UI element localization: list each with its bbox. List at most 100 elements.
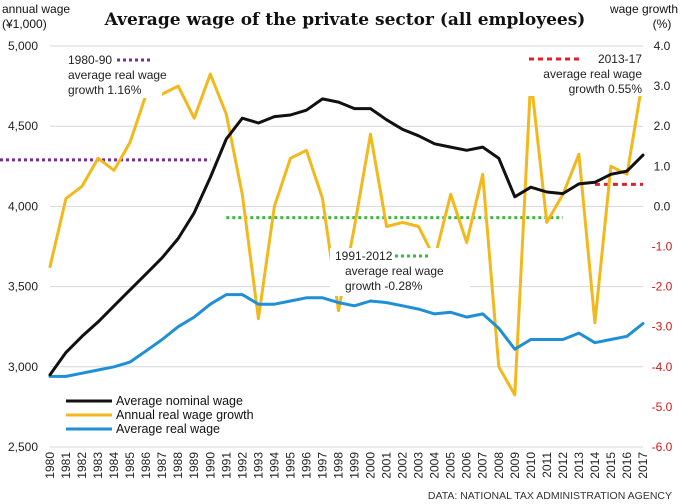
left-tick-label: 5,000	[8, 39, 38, 53]
left-tick-label: 3,500	[8, 280, 38, 294]
series-real-wage-growth-point	[577, 153, 581, 156]
x-tick-label: 1991	[219, 452, 233, 479]
series-real-wage-point	[160, 338, 164, 341]
series-real-wage-point	[609, 338, 613, 341]
x-tick-label: 1980	[43, 452, 57, 479]
right-axis-unit: (%)	[653, 17, 672, 31]
series-nominal-wage-point	[577, 182, 581, 186]
x-tick-label: 2017	[636, 452, 650, 479]
series-real-wage-point	[465, 315, 468, 319]
annotation-1991-2012-desc: average real wage	[345, 264, 444, 278]
source-note: DATA: NATIONAL TAX ADMINISTRATION AGENCY	[428, 490, 672, 502]
series-real-wage-point	[641, 322, 645, 325]
x-tick-label: 2016	[620, 452, 634, 479]
left-axis-title: annual wage	[2, 2, 70, 16]
right-tick-label: -5.0	[652, 400, 673, 414]
x-tick-label: 1988	[171, 452, 185, 479]
x-tick-label: 2005	[444, 452, 458, 479]
series-real-wage-point	[577, 331, 581, 335]
series-real-wage-point	[481, 312, 484, 316]
series-nominal-wage-point	[128, 288, 132, 292]
right-tick-label: 3.0	[654, 79, 671, 93]
series-real-wage-point	[305, 296, 308, 300]
annotation-2013-17-value: growth 0.55%	[569, 82, 643, 96]
x-tick-label: 1989	[187, 452, 201, 479]
series-real-wage-growth-point	[545, 221, 549, 224]
right-tick-label: 1.0	[654, 159, 671, 173]
right-tick-label: -2.0	[652, 280, 673, 294]
annotation-1991-2012: 1991-2012 average real wage growth -0.28…	[330, 248, 470, 296]
x-axis-ticks: 1980 1981 1982 1983 1984 1985 1986 1987 1988 1989…	[43, 452, 650, 479]
series-real-wage-point	[225, 293, 228, 296]
series-real-wage-growth-point	[48, 265, 52, 268]
legend-label-growth: Annual real wage growth	[116, 408, 254, 422]
annotation-1980-90-desc: average real wage	[68, 68, 167, 82]
series-nominal-wage-point	[545, 190, 549, 194]
series-real-wage-point	[80, 372, 84, 375]
legend: Average nominal wage Annual real wage gr…	[60, 390, 280, 440]
series-real-wage-point	[257, 303, 260, 306]
series-real-wage-growth-point	[80, 185, 84, 188]
series-nominal-wage-point	[177, 237, 180, 240]
series-real-wage-growth-point	[273, 205, 276, 208]
series-real-wage-line	[48, 293, 645, 378]
annotation-1980-90-period: 1980-90	[68, 53, 112, 67]
x-tick-label: 1999	[348, 452, 362, 479]
series-real-wage-growth-point	[305, 149, 308, 152]
series-real-wage-point	[321, 296, 324, 300]
series-nominal-wage-point	[417, 134, 420, 138]
series-nominal-wage-point	[401, 128, 404, 131]
series-nominal-wage-point	[625, 169, 629, 173]
series-nominal-wage-point	[561, 192, 565, 195]
series-real-wage-growth-point	[225, 112, 228, 116]
series-real-wage-growth-point	[289, 157, 292, 160]
series-nominal-wage-point	[353, 107, 356, 110]
x-tick-label: 1981	[59, 452, 73, 479]
series-nominal-wage-line	[48, 97, 645, 377]
series-real-wage-point	[337, 301, 340, 304]
x-tick-label: 2010	[524, 452, 538, 479]
series-real-wage-point	[385, 301, 388, 304]
series-real-wage-point	[128, 360, 132, 364]
series-real-wage-point	[369, 299, 372, 303]
series-real-wage-point	[241, 293, 244, 296]
series-real-wage-point	[625, 335, 629, 338]
left-tick-label: 3,000	[8, 360, 38, 374]
series-nominal-wage-point	[48, 373, 52, 377]
series-real-wage-point	[497, 327, 500, 330]
series-nominal-wage-point	[513, 195, 516, 198]
series-real-wage-growth-point	[257, 317, 260, 320]
series-real-wage-growth-point	[241, 193, 244, 196]
series-nominal-wage-point	[369, 107, 372, 110]
series-real-wage-growth-point	[401, 221, 404, 224]
annotation-2013-17-desc: average real wage	[543, 67, 642, 81]
series-nominal-wage-point	[209, 176, 212, 179]
x-tick-label: 1985	[123, 452, 137, 479]
x-tick-label: 2009	[508, 452, 522, 479]
annotation-2013-17: 2013-17 average real wage growth 0.55%	[524, 50, 648, 96]
series-real-wage-growth-point	[193, 116, 196, 120]
x-tick-label: 1995	[283, 452, 297, 479]
series-nominal-wage-point	[481, 145, 484, 149]
right-tick-label: -6.0	[652, 440, 673, 454]
series-real-wage-growth-point	[96, 157, 100, 160]
series-real-wage-growth-point	[481, 173, 484, 176]
right-axis-title: wage growth	[609, 2, 678, 16]
series-real-wage-point	[209, 303, 212, 306]
series-real-wage-point	[177, 325, 180, 328]
annotation-1980-90: 1980-90 average real wage growth 1.16%	[62, 52, 167, 98]
series-nominal-wage-point	[257, 121, 260, 125]
series-real-wage-growth-point	[417, 225, 420, 228]
series-real-wage-growth-point	[449, 193, 452, 196]
annotation-1980-90-value: growth 1.16%	[68, 83, 142, 97]
series-real-wage-growth-point	[128, 141, 132, 144]
x-tick-label: 2012	[556, 452, 570, 479]
legend-label-nominal: Average nominal wage	[116, 394, 243, 408]
series-nominal-wage-point	[64, 351, 68, 354]
x-tick-label: 1986	[139, 452, 153, 479]
series-nominal-wage-point	[497, 157, 500, 160]
series-real-wage-point	[417, 307, 420, 311]
series-real-wage-growth-point	[353, 225, 356, 228]
series-nominal-wage-point	[337, 100, 340, 104]
